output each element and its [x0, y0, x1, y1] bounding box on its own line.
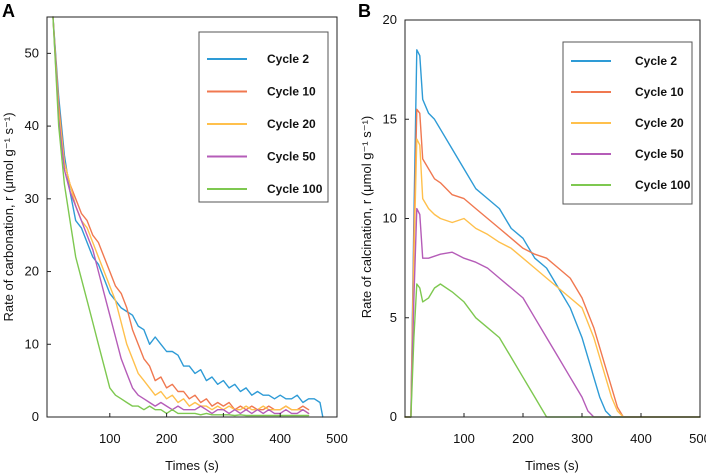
panel-b-y-tick-label: 5 — [390, 310, 397, 325]
panel-a-legend: Cycle 2 Cycle 10 Cycle 20 Cycle 50 Cycle 100 — [198, 31, 329, 203]
panel-b-series-line-cycle-50 — [404, 207, 701, 418]
panel-b-y-tick-label: 15 — [383, 111, 397, 126]
panel-a-y-axis-title: Rate of carbonation, r (μmol g⁻¹ s⁻¹) — [1, 112, 16, 321]
panel-b-legend-label: Cycle 2 — [635, 54, 677, 68]
panel-a-x-tick-label: 400 — [269, 431, 291, 446]
panel-b-legend-label: Cycle 100 — [635, 178, 691, 192]
panel-b-legend: Cycle 2 Cycle 10 Cycle 20 Cycle 50 Cycle 100 — [562, 41, 693, 205]
panel-a-series-line-cycle-100 — [52, 16, 310, 417]
panel-a-y-tick-label: 30 — [25, 191, 39, 206]
panel-b-legend-label: Cycle 20 — [635, 116, 684, 130]
panel-b-legend-label: Cycle 50 — [635, 147, 684, 161]
panel-b-x-tick-label: 200 — [512, 431, 534, 446]
panel-a-legend-box — [198, 31, 329, 203]
panel-a-series — [52, 16, 324, 418]
panel-a-x-tick-label: 500 — [326, 431, 348, 446]
panel-a-x-tick-label: 100 — [99, 431, 121, 446]
panel-a-y-tick-label: 40 — [25, 118, 39, 133]
panel-b-y-tick-label: 20 — [383, 12, 397, 27]
panel-b-tag: B — [358, 1, 371, 21]
panel-a-y-ticks: 0 10 20 30 40 50 — [25, 45, 51, 424]
panel-b-series-line-cycle-2 — [404, 49, 701, 418]
panel-b-x-tick-label: 300 — [571, 431, 593, 446]
panel-b-series — [404, 49, 701, 418]
panel-b-legend-label: Cycle 10 — [635, 85, 684, 99]
panel-a-legend-label: Cycle 20 — [267, 117, 316, 131]
panel-b-y-ticks: 0 5 10 15 20 — [383, 12, 409, 424]
panel-b-series-line-cycle-10 — [404, 108, 701, 418]
panel-b-x-ticks: 100 200 300 400 500 — [453, 413, 706, 446]
panel-a-legend-label: Cycle 2 — [267, 52, 309, 66]
panel-b-y-tick-label: 0 — [390, 409, 397, 424]
panel-a-y-tick-label: 20 — [25, 264, 39, 279]
panel-a-x-tick-label: 200 — [156, 431, 178, 446]
panel-b-x-tick-label: 500 — [689, 431, 706, 446]
panel-a-tag: A — [2, 1, 15, 21]
panel-b-series-line-cycle-20 — [404, 138, 701, 418]
panel-b-x-tick-label: 100 — [453, 431, 475, 446]
panel-b-series-line-cycle-100 — [404, 283, 701, 418]
panel-b-y-tick-label: 10 — [383, 211, 397, 226]
panel-a-legend-label: Cycle 100 — [267, 182, 323, 196]
panel-a-x-tick-label: 300 — [213, 431, 235, 446]
panel-b-x-tick-label: 400 — [630, 431, 652, 446]
panel-b-x-axis-title: Times (s) — [525, 458, 579, 473]
panel-a-y-tick-label: 10 — [25, 336, 39, 351]
panel-a-legend-label: Cycle 50 — [267, 150, 316, 164]
panel-a-series-line-cycle-2 — [52, 16, 324, 418]
panel-a-x-axis-title: Times (s) — [165, 458, 219, 473]
panel-b: B 100 200 300 400 500 0 5 10 15 20 Times (s) Rat… — [358, 1, 706, 473]
panel-b-y-axis-title: Rate of calcination, r (μmol g⁻¹ s⁻¹) — [359, 116, 374, 319]
panel-a-y-tick-label: 0 — [32, 409, 39, 424]
panel-a-series-line-cycle-20 — [52, 16, 310, 415]
panel-a-legend-label: Cycle 10 — [267, 85, 316, 99]
panel-a-plot-frame — [46, 16, 338, 418]
panel-a-series-line-cycle-50 — [52, 16, 310, 415]
panel-a-x-ticks: 100 200 300 400 500 — [99, 413, 348, 446]
panel-a-y-tick-label: 50 — [25, 45, 39, 60]
